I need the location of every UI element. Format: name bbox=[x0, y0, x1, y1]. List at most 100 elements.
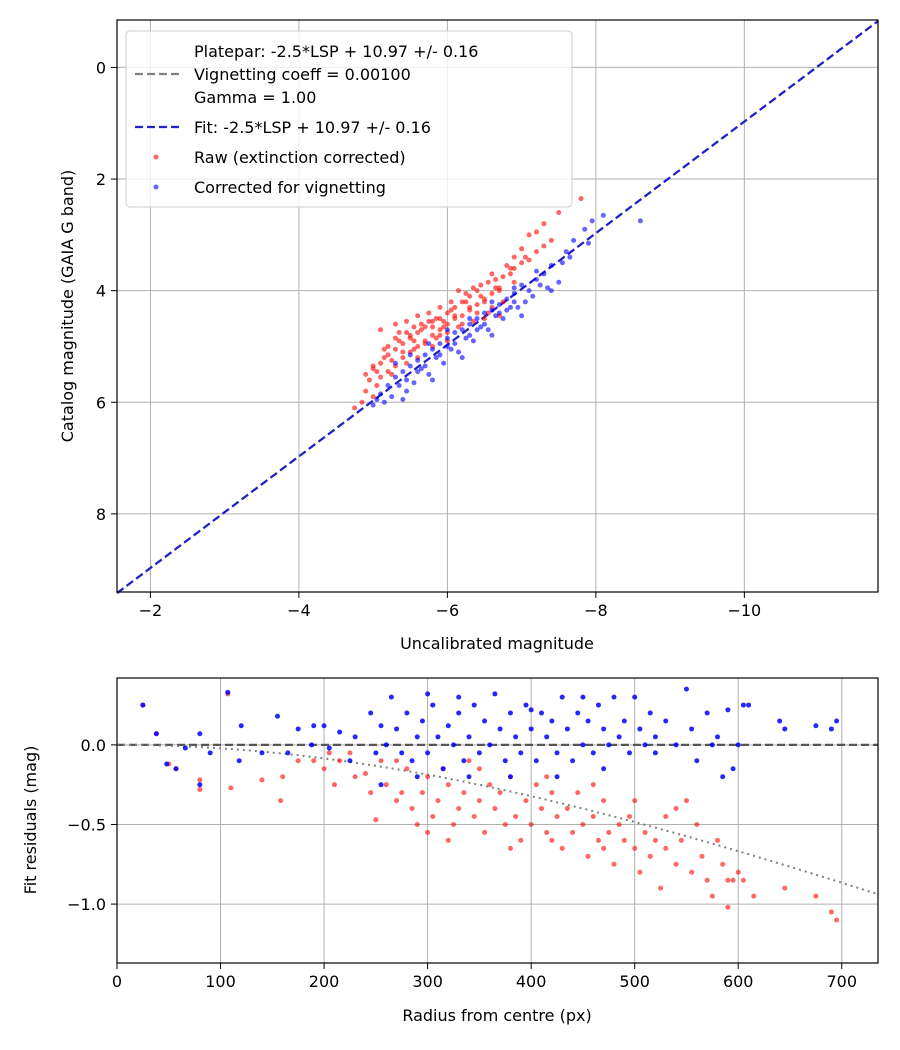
top-raw-point bbox=[482, 316, 488, 322]
bottom-corrected-point bbox=[466, 774, 472, 780]
bottom-raw-point bbox=[445, 837, 451, 843]
bottom-raw-point bbox=[394, 798, 400, 804]
top-corrected-point bbox=[448, 346, 454, 352]
top-corrected-point bbox=[493, 313, 499, 319]
top-corrected-point bbox=[511, 290, 517, 296]
legend-box bbox=[125, 30, 573, 208]
bottom-raw-point bbox=[663, 845, 669, 851]
top-raw-point bbox=[396, 330, 402, 336]
bottom-corrected-point bbox=[378, 782, 384, 788]
bottom-raw-point bbox=[725, 904, 731, 910]
top-raw-point bbox=[578, 196, 584, 202]
top-raw-point bbox=[370, 394, 376, 400]
top-raw-point bbox=[389, 371, 395, 377]
top-corrected-point bbox=[585, 240, 591, 246]
bottom-raw-point bbox=[378, 758, 384, 764]
bottom-corrected-point bbox=[554, 774, 560, 780]
bottom-raw-point bbox=[611, 861, 617, 867]
top-corrected-point bbox=[537, 282, 543, 288]
bottom-corrected-point bbox=[559, 694, 565, 700]
top-raw-point bbox=[430, 324, 436, 330]
bottom-raw-point bbox=[570, 829, 576, 835]
bottom-raw-point bbox=[197, 786, 203, 792]
top-corrected-point bbox=[392, 374, 398, 380]
top-corrected-point bbox=[482, 321, 488, 327]
bottom-corrected-point bbox=[461, 758, 467, 764]
top-raw-point bbox=[448, 307, 454, 313]
top-corrected-point bbox=[474, 327, 480, 333]
top-y-tick-label: 4 bbox=[96, 282, 106, 301]
bottom-raw-point bbox=[259, 777, 265, 783]
bottom-raw-point bbox=[782, 885, 788, 891]
bottom-raw-point bbox=[585, 853, 591, 859]
top-raw-point bbox=[489, 271, 495, 277]
bottom-corrected-point bbox=[580, 742, 586, 748]
top-corrected-point bbox=[407, 352, 413, 358]
top-corrected-point bbox=[456, 349, 462, 355]
bottom-corrected-point bbox=[140, 702, 146, 708]
bottom-corrected-point bbox=[606, 742, 612, 748]
bottom-raw-point bbox=[673, 806, 679, 812]
bottom-corrected-point bbox=[404, 710, 410, 716]
top-corrected-point bbox=[496, 310, 502, 316]
top-corrected-point bbox=[478, 324, 484, 330]
top-raw-point bbox=[407, 332, 413, 338]
top-raw-point bbox=[507, 265, 513, 271]
bottom-raw-point bbox=[445, 782, 451, 788]
bottom-corrected-point bbox=[813, 723, 819, 729]
legend-fit-label: Fit: -2.5*LSP + 10.97 +/- 0.16 bbox=[194, 118, 431, 137]
top-raw-point bbox=[519, 260, 525, 266]
bottom-corrected-point bbox=[285, 750, 291, 756]
top-raw-point bbox=[411, 338, 417, 344]
top-corrected-point bbox=[489, 332, 495, 338]
top-corrected-point bbox=[374, 396, 380, 402]
top-corrected-point bbox=[519, 313, 525, 319]
top-raw-point bbox=[400, 341, 406, 347]
bottom-raw-point bbox=[326, 750, 332, 756]
top-raw-point bbox=[511, 279, 517, 285]
top-x-tick-label: −4 bbox=[287, 601, 311, 620]
bottom-raw-point bbox=[311, 758, 317, 764]
top-raw-point bbox=[441, 318, 447, 324]
top-corrected-point bbox=[459, 327, 465, 333]
top-corrected-point bbox=[433, 355, 439, 361]
top-y-tick-label: 2 bbox=[96, 170, 106, 189]
bottom-raw-point bbox=[337, 758, 343, 764]
top-raw-point bbox=[489, 290, 495, 296]
bottom-corrected-point bbox=[611, 694, 617, 700]
top-corrected-point bbox=[559, 260, 565, 266]
top-corrected-point bbox=[459, 355, 465, 361]
top-corrected-point bbox=[589, 218, 595, 224]
top-raw-point bbox=[422, 324, 428, 330]
top-raw-point bbox=[533, 229, 539, 235]
bottom-raw-point bbox=[590, 814, 596, 820]
top-corrected-point bbox=[400, 369, 406, 375]
top-corrected-point bbox=[392, 360, 398, 366]
top-corrected-point bbox=[489, 307, 495, 313]
top-raw-point bbox=[456, 288, 462, 294]
top-raw-point bbox=[485, 279, 491, 285]
top-corrected-point bbox=[548, 263, 554, 269]
bottom-raw-point bbox=[362, 771, 368, 777]
bottom-corrected-point bbox=[539, 710, 545, 716]
top-raw-point bbox=[493, 285, 499, 291]
bottom-lines bbox=[117, 743, 878, 896]
top-corrected-point bbox=[545, 285, 551, 291]
bottom-grid bbox=[116, 678, 878, 963]
top-raw-point bbox=[511, 265, 517, 271]
legend-raw-marker bbox=[153, 154, 159, 160]
top-corrected-point bbox=[422, 352, 428, 358]
bottom-corrected-point bbox=[153, 731, 159, 737]
bottom-corrected-point bbox=[471, 702, 477, 708]
bottom-corrected-point bbox=[383, 742, 389, 748]
top-corrected-point bbox=[415, 369, 421, 375]
top-raw-point bbox=[381, 355, 387, 361]
bottom-x-tick-label: 200 bbox=[309, 972, 340, 991]
legend-corrected-label: Corrected for vignetting bbox=[194, 178, 386, 197]
bottom-points bbox=[140, 686, 840, 923]
bottom-corrected-point bbox=[378, 723, 384, 729]
bottom-raw-point bbox=[813, 893, 819, 899]
bottom-corrected-point bbox=[388, 694, 394, 700]
top-raw-point bbox=[444, 321, 450, 327]
top-raw-point bbox=[437, 332, 443, 338]
